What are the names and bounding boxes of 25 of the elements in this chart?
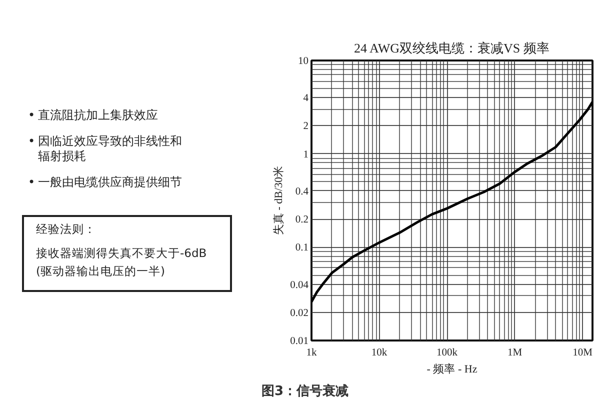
chart-title: 24 AWG双绞线电缆：衰减VS 频率 <box>354 40 550 56</box>
text: • 因临近效应导致的非线性和辐射损耗 <box>28 134 183 164</box>
text: (驱动器输出电压的一半) <box>36 264 166 279</box>
x-tick-label: 1k <box>306 348 318 358</box>
x-axis-title: - 频率 - Hz <box>426 362 478 376</box>
y-axis-title: 失真 - dB/30米 <box>272 166 286 236</box>
text: • 直流阻抗加上集肤效应 <box>28 108 159 123</box>
y-tick-label: 2 <box>303 121 308 132</box>
x-tick-label: 100k <box>436 348 458 358</box>
y-tick-label: 4 <box>303 93 310 104</box>
caption: 图3：信号衰减 <box>260 382 350 401</box>
y-tick-label: 10 <box>298 56 308 67</box>
x-tick-label: 10k <box>371 348 388 358</box>
x-tick-label: 1M <box>508 348 523 358</box>
y-tick-label: 0.04 <box>290 280 310 291</box>
y-tick-label: 0.02 <box>290 308 308 319</box>
text: • 一般由电缆供应商提供细节 <box>28 175 183 190</box>
text: 接收器端测得失真不要大于-6dB <box>36 246 208 261</box>
x-tick-label: 10M <box>572 348 594 358</box>
y-tick-label: 0.01 <box>290 336 308 347</box>
y-tick-label: 0.1 <box>295 242 308 254</box>
y-tick-label: 1 <box>303 149 308 160</box>
y-tick-label: 0.2 <box>295 214 308 226</box>
y-tick-label: 0.4 <box>295 186 310 198</box>
text: 经验法则： <box>36 222 97 237</box>
